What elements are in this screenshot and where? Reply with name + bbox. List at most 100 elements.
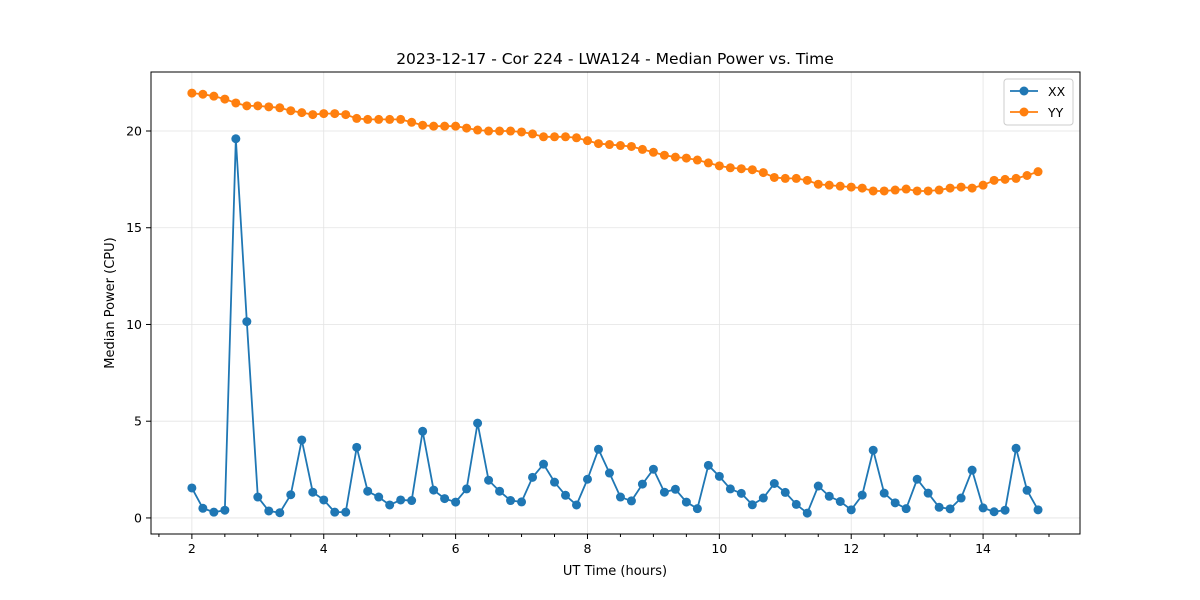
series-xx-point [978,503,988,513]
series-xx-point [374,492,384,502]
series-xx-point [615,492,625,502]
series-xx-point [703,460,713,470]
series-xx-point [550,477,560,487]
series-yy-point [934,185,944,195]
x-tick-label: 14 [975,541,991,556]
series-yy-point [846,182,856,192]
series-yy-point [626,141,636,151]
series-xx-line [191,138,1039,515]
series-yy-point [857,183,867,193]
series-xx-point [824,491,834,501]
series-yy-point [945,183,955,193]
series-yy-point [813,179,823,189]
series-xx-point [429,485,439,495]
series-yy-point [769,172,779,182]
series-xx-point [868,445,878,455]
series-xx-point [528,472,538,482]
series-yy-point [725,163,735,173]
series-yy-point [473,125,483,135]
series-xx-point [1011,443,1021,453]
series-xx-point [571,500,581,510]
series-yy-point [319,109,329,119]
series-xx-point [198,503,208,513]
series-yy-point [561,132,571,142]
series-xx-point [330,507,340,517]
series-yy-point [890,185,900,195]
series-yy-point [209,91,219,101]
series-xx-point [736,488,746,498]
series-yy-point [363,114,373,124]
legend: XX YY [1003,78,1074,126]
series-xx-point [901,504,911,514]
y-tick-label: 20 [126,124,142,139]
series-yy-point [670,152,680,162]
series-xx-point [275,508,285,518]
series-yy-point [308,110,318,120]
series-yy-point [659,150,669,160]
x-tick-label: 4 [320,541,328,556]
series-yy-point [407,117,417,127]
series-xx-point [209,507,219,517]
series-yy-point [264,102,274,112]
series-xx-point [879,488,889,498]
series-yy-point [198,89,208,99]
x-axis-label: UT Time (hours) [563,564,667,579]
series-yy-point [923,186,933,196]
series-yy-point [967,183,977,193]
series-xx-point [681,497,691,507]
series-yy-point [615,141,625,151]
series-xx-point [692,504,702,514]
series-xx-point [517,497,527,507]
series-xx-point [1022,485,1032,495]
series-yy-point [484,126,494,136]
series-xx-point [286,490,296,500]
series-yy-point [539,132,549,142]
series-xx-point [396,495,406,505]
series-yy-point [692,155,702,165]
series-xx-point [352,442,362,452]
series-yy-point [802,175,812,185]
series-xx-point [187,483,197,493]
series-xx-point [626,496,636,506]
series-yy-point [901,184,911,194]
series-yy-point [824,180,834,190]
series-yy-point [550,132,560,142]
series-yy-point [1011,173,1021,183]
series-xx-point [604,468,614,478]
series-xx-point [539,459,549,469]
series-xx-point [791,499,801,509]
series-xx-point [220,505,230,515]
series-xx-point [857,490,867,500]
series-yy-point [714,161,724,171]
series-xx-point [912,474,922,484]
grid [151,72,1080,534]
series-yy-point [835,181,845,191]
series-yy-point [220,94,230,104]
series-yy-point [571,133,581,143]
series-xx-point [945,504,955,514]
series-layer [187,88,1043,518]
series-xx-point [989,507,999,517]
series-yy-point [736,164,746,174]
legend-xx-label: XX [1048,84,1066,99]
series-yy-point [286,106,296,116]
series-yy-point [956,182,966,192]
series-yy-point [1022,171,1032,181]
series-yy-point [989,175,999,185]
series-xx-point [670,484,680,494]
series-xx-point [780,487,790,497]
series-yy-point [604,140,614,150]
series-xx-point [561,490,571,500]
series-xx-point [308,487,318,497]
series-yy-point [429,121,439,131]
series-yy-line [191,92,1039,192]
series-xx-point [582,474,592,484]
series-yy-point [517,127,527,137]
series-xx-point [923,488,933,498]
series-xx-point [637,479,647,489]
series-xx-point [648,464,658,474]
series-yy-point [462,123,472,133]
series-yy-point [231,98,241,108]
axis-ticks: 2 4 6 8 10 12 14 0 5 10 15 20 [126,124,1050,556]
